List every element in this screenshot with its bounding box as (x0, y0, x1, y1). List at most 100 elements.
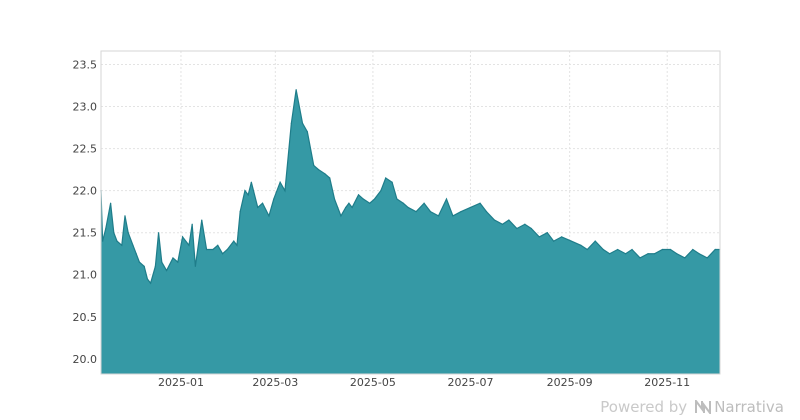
data-point (437, 215, 440, 217)
watermark-brand: Narrativa (714, 398, 784, 416)
data-point (306, 131, 308, 133)
data-point (135, 253, 137, 255)
data-point (493, 219, 496, 221)
data-point (609, 253, 611, 255)
x-axis-ticks: 2025-01 2025-03 2025-05 2025-07 2025-09 2025-… (158, 376, 690, 389)
data-point (132, 244, 134, 246)
data-point (290, 122, 292, 124)
data-point (460, 211, 462, 213)
data-point (714, 248, 716, 251)
data-point (546, 232, 548, 234)
data-point (501, 223, 504, 225)
data-point (250, 181, 252, 183)
data-point (102, 240, 104, 242)
data-point (479, 202, 481, 204)
data-point (508, 219, 510, 221)
data-point (385, 177, 387, 179)
data-point (706, 257, 708, 259)
data-point (362, 198, 364, 200)
data-point (345, 206, 347, 209)
data-point (340, 215, 342, 217)
data-point (244, 190, 246, 192)
data-point (407, 206, 409, 209)
data-point (553, 240, 555, 242)
data-point (617, 248, 619, 251)
y-tick-label: 23.0 (73, 101, 98, 114)
y-tick-label: 21.0 (73, 269, 98, 282)
data-point (268, 215, 270, 217)
data-point (369, 202, 371, 204)
data-point (415, 211, 417, 213)
data-point (639, 257, 641, 259)
y-tick-label: 20.0 (73, 353, 98, 366)
data-point (524, 223, 526, 225)
data-point (236, 244, 238, 246)
data-point (570, 240, 572, 242)
series-area (100, 89, 721, 374)
data-point (177, 261, 179, 263)
data-point (121, 244, 123, 246)
data-point (149, 282, 152, 284)
data-point (127, 232, 129, 234)
y-tick-label: 23.5 (73, 58, 98, 71)
data-point (429, 211, 432, 213)
data-point (423, 202, 425, 204)
data-point (205, 248, 208, 251)
data-point (329, 177, 331, 179)
data-point (257, 206, 259, 209)
data-point (188, 244, 190, 246)
x-tick-label: 2025-09 (547, 376, 593, 389)
data-point (191, 223, 193, 225)
data-point (469, 206, 472, 209)
data-point (485, 211, 488, 213)
data-point (161, 261, 163, 263)
plot-area-border (100, 50, 721, 375)
data-point (301, 122, 304, 124)
data-point (181, 236, 184, 238)
data-point (313, 164, 315, 166)
data-point (113, 232, 115, 234)
data-point (226, 248, 228, 251)
data-point (452, 215, 454, 217)
watermark-prefix: Powered by (600, 398, 688, 416)
y-tick-label: 21.5 (73, 227, 98, 240)
data-point (669, 248, 672, 251)
data-point (337, 206, 339, 209)
data-point (631, 248, 633, 251)
data-point (146, 278, 148, 280)
data-point (110, 202, 112, 204)
series-area-fill (101, 89, 720, 374)
data-point (212, 248, 214, 251)
data-point (530, 227, 532, 230)
data-point (172, 257, 174, 259)
narrativa-logo-icon (695, 400, 712, 414)
data-point (698, 253, 700, 255)
y-axis-ticks: 20.0 20.5 21.0 21.5 22.0 22.5 23.0 23.5 (73, 58, 98, 365)
data-point (586, 248, 588, 251)
data-point (279, 181, 281, 183)
data-point (380, 190, 382, 192)
powered-by-watermark: Powered by Narrativa (600, 398, 784, 416)
data-point (625, 253, 627, 255)
data-point (647, 253, 649, 255)
data-point (391, 181, 393, 183)
data-point (333, 198, 336, 200)
data-point (105, 227, 107, 230)
data-point (165, 269, 168, 272)
data-point (157, 232, 160, 234)
data-point (273, 198, 275, 200)
x-tick-label: 2025-05 (350, 376, 396, 389)
data-point (684, 257, 686, 259)
data-point (357, 194, 360, 196)
data-point (653, 253, 656, 255)
data-point (561, 236, 563, 238)
data-point (143, 265, 145, 267)
data-point (396, 198, 398, 200)
data-point (201, 219, 203, 221)
data-point (580, 244, 582, 246)
x-tick-label: 2025-11 (644, 376, 690, 389)
data-point (402, 202, 404, 204)
x-tick-label: 2025-07 (447, 376, 493, 389)
data-point (317, 169, 320, 171)
